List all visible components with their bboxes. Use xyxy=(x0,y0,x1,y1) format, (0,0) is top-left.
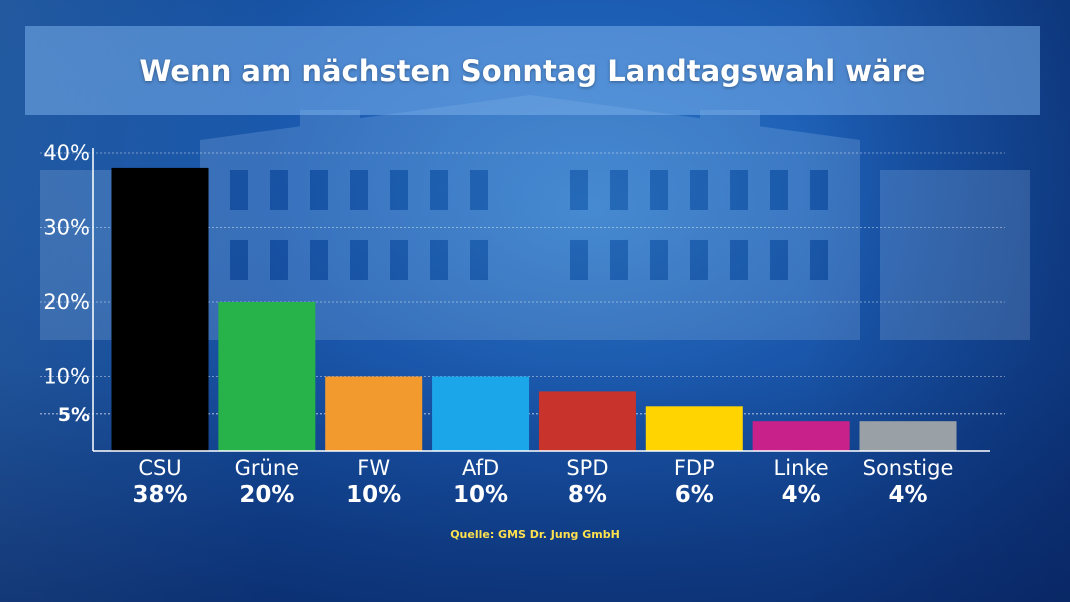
category-label-sonstige: Sonstige xyxy=(863,456,954,480)
y-axis: 40% 30% 20% 10% 5% xyxy=(43,141,94,451)
bars xyxy=(111,167,957,451)
y-tick-label-10: 10% xyxy=(43,365,90,389)
chart-title: Wenn am nächsten Sonntag Landtagswahl wä… xyxy=(139,53,926,88)
y-tick-label-20: 20% xyxy=(43,290,90,314)
bar-grüne xyxy=(218,302,316,451)
value-label-spd: 8% xyxy=(568,482,607,508)
category-label-spd: SPD xyxy=(566,456,608,480)
value-label-linke: 4% xyxy=(782,482,821,508)
title-bar: Wenn am nächsten Sonntag Landtagswahl wä… xyxy=(25,26,1040,115)
category-label-grüne: Grüne xyxy=(235,456,299,480)
category-labels: CSU38%Grüne20%FW10%AfD10%SPD8%FDP6%Linke… xyxy=(132,456,953,508)
source-note: Quelle: GMS Dr. Jung GmbH xyxy=(450,528,620,541)
bar-afd xyxy=(432,376,530,451)
y-tick-label-40: 40% xyxy=(43,141,90,165)
y-tick-label-5: 5% xyxy=(58,404,90,426)
bar-spd xyxy=(538,391,636,451)
y-tick-label-30: 30% xyxy=(43,216,90,240)
bar-csu xyxy=(111,167,209,451)
bar-sonstige xyxy=(859,421,957,451)
bar-fdp xyxy=(645,406,743,451)
value-label-afd: 10% xyxy=(453,482,508,508)
category-label-csu: CSU xyxy=(138,456,181,480)
value-label-sonstige: 4% xyxy=(888,482,927,508)
bar-linke xyxy=(752,421,850,451)
category-label-fdp: FDP xyxy=(674,456,715,480)
value-label-fw: 10% xyxy=(346,482,401,508)
bar-fw xyxy=(325,376,423,451)
category-label-afd: AfD xyxy=(462,456,499,480)
category-label-fw: FW xyxy=(357,456,390,480)
category-label-linke: Linke xyxy=(774,456,829,480)
value-label-fdp: 6% xyxy=(675,482,714,508)
value-label-grüne: 20% xyxy=(239,482,294,508)
value-label-csu: 38% xyxy=(132,482,187,508)
